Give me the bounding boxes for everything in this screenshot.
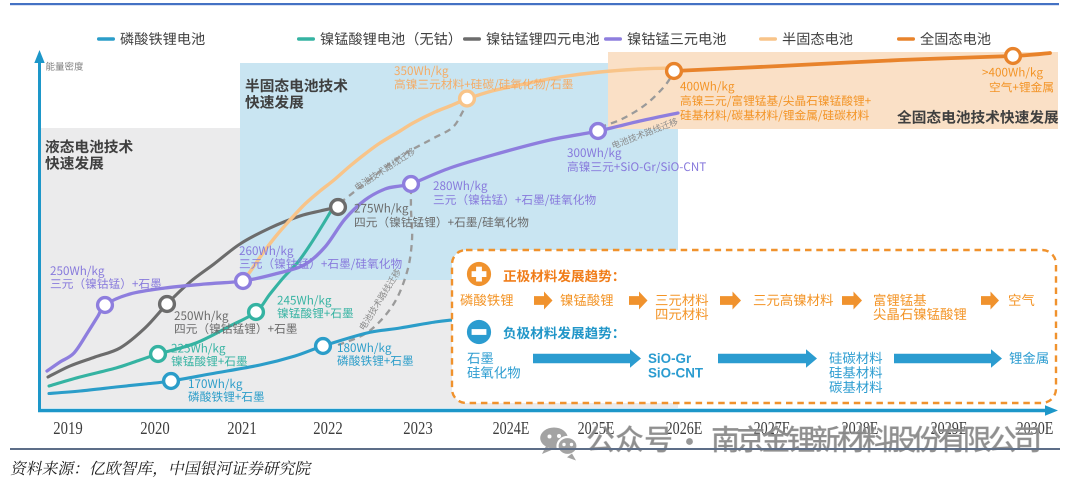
- svg-text:2026E: 2026E: [666, 418, 703, 438]
- svg-text:2019: 2019: [53, 418, 83, 438]
- svg-text:SiO-Gr: SiO-Gr: [648, 351, 692, 366]
- svg-text:SiO-CNT: SiO-CNT: [648, 366, 704, 381]
- svg-text:2020: 2020: [140, 418, 170, 438]
- svg-text:2023: 2023: [403, 418, 433, 438]
- svg-text:2022: 2022: [313, 418, 342, 438]
- svg-text:2021: 2021: [227, 418, 256, 438]
- svg-text:2024E: 2024E: [493, 418, 530, 438]
